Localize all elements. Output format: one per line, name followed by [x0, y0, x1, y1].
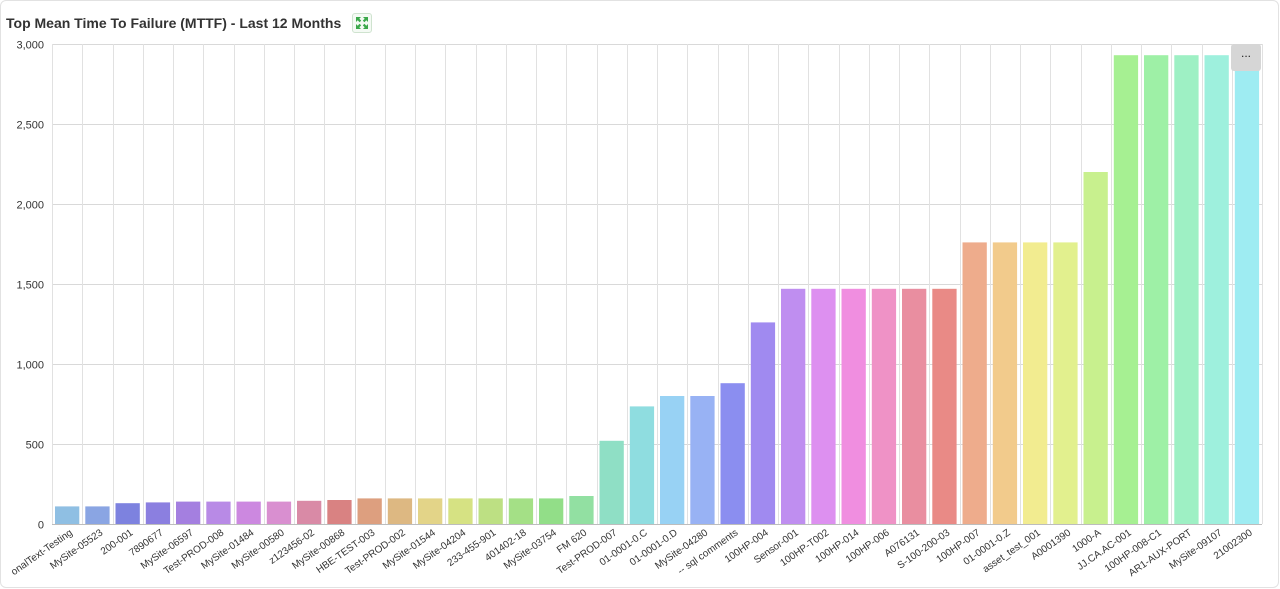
bar[interactable]: Test-PROD-007: 520	[599, 440, 624, 524]
x-axis: onalText-TestingMySite-05523200-00178906…	[9, 527, 1255, 579]
y-tick-label: 500	[26, 440, 44, 452]
chart-title: Top Mean Time To Failure (MTTF) - Last 1…	[6, 15, 342, 31]
bar[interactable]: 100HP-007: 1760	[962, 242, 987, 524]
bar[interactable]: Sensor-001: 1470	[781, 288, 806, 524]
bar[interactable]: MySite-04280: 800	[690, 396, 715, 524]
bar[interactable]: 233-455-901: 160	[478, 498, 503, 524]
bar[interactable]: 01-0001-0.C: 735	[629, 406, 655, 524]
panel-header: Top Mean Time To Failure (MTTF) - Last 1…	[6, 13, 373, 33]
bar[interactable]: A0001390: 1760	[1053, 242, 1078, 524]
bar[interactable]: Test-PROD-002: 160	[387, 498, 413, 524]
bar[interactable]: asset_test_001: 1760	[1023, 242, 1048, 524]
y-tick-label: 3,000	[16, 40, 44, 52]
expand-button[interactable]	[352, 13, 373, 33]
bar[interactable]: MySite-09107: 2930	[1204, 55, 1229, 524]
bar[interactable]: 401402-18: 160	[508, 498, 534, 524]
bar[interactable]: onalText-Testing: 110	[55, 506, 80, 524]
y-tick-label: 2,500	[16, 120, 44, 132]
ellipsis-icon: ...	[1240, 46, 1251, 60]
bars: onalText-Testing: 110 MySite-05523: 110 20…	[55, 55, 1260, 524]
bar[interactable]: S-100-200-03: 1470	[932, 288, 957, 524]
bar[interactable]: A076131: 1470	[902, 288, 927, 524]
bar[interactable]: 1000-A: 2200	[1083, 172, 1108, 524]
y-tick-label: 2,000	[16, 200, 44, 212]
bar[interactable]: MySite-01544: 160	[418, 498, 443, 524]
bar[interactable]: MySite-03754: 160	[539, 498, 564, 524]
x-tick-label: MySite-05523	[48, 527, 105, 572]
y-tick-label: 1,500	[16, 280, 44, 292]
y-axis: 0 500 1,000 1,500 2,000 2,500 3,000	[16, 40, 44, 532]
bar[interactable]: 01-0001-0.Z: 1760	[992, 242, 1018, 524]
bar[interactable]: 100HP-008-C1: 2930	[1144, 55, 1169, 524]
bar[interactable]: MySite-00868: 150	[327, 500, 352, 524]
bar[interactable]: HBE-TEST-003: 160	[357, 498, 382, 524]
bar[interactable]: -- sql comments: 880	[720, 383, 745, 524]
bar[interactable]: 100HP-014: 1470	[841, 288, 866, 524]
bar[interactable]: z123456-02: 145	[297, 500, 322, 524]
y-tick-label: 1,000	[16, 360, 44, 372]
bar[interactable]: 21002300: 2930	[1234, 55, 1260, 524]
bar[interactable]: Test-PROD-008: 140	[206, 501, 231, 524]
bar[interactable]: 200-001: 130	[115, 503, 140, 524]
bar[interactable]: 100HP-T002: 1470	[811, 288, 836, 524]
bar[interactable]: MySite-06597: 140	[176, 501, 201, 524]
chart-menu-button[interactable]: ...	[1231, 44, 1261, 71]
bar[interactable]: JJ.CA.AC-001: 2930	[1113, 55, 1139, 524]
bar[interactable]: 7890677: 135	[145, 502, 171, 524]
bar[interactable]: 100HP-004: 1260	[750, 322, 776, 524]
expand-arrows-icon	[356, 17, 369, 29]
bar[interactable]: MySite-04204: 160	[448, 498, 473, 524]
bar[interactable]: 01-0001-0.D: 800	[660, 396, 685, 524]
bar[interactable]: 100HP-006: 1470	[871, 288, 897, 524]
bar[interactable]: AR1-AUX-PORT: 2930	[1174, 55, 1199, 524]
bar[interactable]: MySite-01484: 140	[236, 501, 261, 524]
bar[interactable]: MySite-00580: 140	[266, 501, 292, 524]
y-tick-label: 0	[38, 520, 44, 532]
grid-lines	[52, 44, 1263, 525]
bar[interactable]: MySite-05523: 110	[85, 506, 110, 524]
x-tick-label: MySite-03754	[502, 527, 559, 572]
bar[interactable]: FM 620: 175	[569, 496, 594, 524]
